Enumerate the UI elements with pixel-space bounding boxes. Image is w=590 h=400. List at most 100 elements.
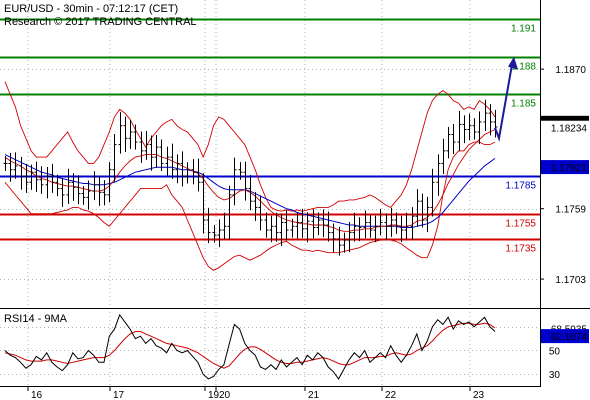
price-bar [201, 173, 206, 234]
levels-layer: 1.191 1.188 1.185 1.1785 1.1755 1.1735 [0, 18, 540, 255]
price-bar [467, 113, 472, 141]
price-bar [373, 215, 378, 243]
price-bar [45, 166, 50, 199]
value-box-bg [541, 160, 589, 175]
price-bars [3, 99, 498, 256]
x-tick-label: 20 [219, 390, 231, 400]
price-bar [159, 139, 164, 171]
x-tick-label: 22 [385, 390, 397, 400]
price-bar [128, 119, 133, 149]
price-bar [357, 217, 362, 242]
price-bar [253, 192, 258, 222]
price-plot-area [0, 0, 540, 308]
value-box-1.17921: 1.17921 [541, 160, 589, 175]
price-bar [123, 116, 128, 152]
price-bar [86, 180, 91, 210]
rsi-value-box-bg [541, 329, 589, 344]
price-bar [180, 151, 185, 187]
price-bar [399, 215, 404, 243]
price-bar [363, 210, 368, 239]
price-bar [300, 208, 305, 238]
price-bar [305, 212, 310, 243]
price-bar [118, 112, 123, 154]
price-bar [488, 104, 493, 136]
projection-layer [494, 56, 518, 143]
value-box-label: 1.17921 [551, 163, 588, 174]
price-bar [39, 166, 44, 194]
price-bar [185, 162, 190, 184]
price-bar [295, 211, 300, 239]
price-bar [284, 210, 289, 241]
price-bar [326, 211, 331, 242]
level-label-1.188: 1.188 [511, 62, 536, 73]
x-axis: 16 17 19 20 21 22 23 [27, 386, 485, 400]
price-bar [217, 219, 222, 248]
price-bar [107, 162, 112, 203]
rsi-value-box-62.1074: 62.1074 [541, 329, 589, 344]
price-bar [154, 135, 159, 168]
rsi-line [4, 313, 496, 380]
price-bar [243, 161, 248, 201]
price-bar [24, 163, 29, 193]
chart-title: EUR/USD - 30min - 07:12:17 (CET) [4, 3, 178, 15]
price-bar [404, 212, 409, 240]
price-bar [92, 171, 97, 201]
bollinger-lower-line [4, 141, 496, 271]
x-tick-label: 16 [31, 390, 43, 400]
price-bar [311, 209, 316, 239]
price-bar [493, 109, 498, 138]
rsi-y-tick-label: 50 [549, 346, 561, 357]
price-bar [248, 174, 253, 211]
price-bar [269, 215, 274, 243]
price-bar [227, 185, 232, 240]
price-bar [206, 207, 211, 244]
price-bar [457, 110, 462, 152]
price-bar [8, 152, 13, 182]
price-bar [425, 196, 430, 233]
price-bar [274, 212, 279, 242]
price-bar [451, 123, 456, 155]
price-bar [165, 146, 170, 176]
price-bar [144, 130, 149, 160]
price-bar [384, 213, 389, 240]
level-label-1.1755: 1.1755 [505, 219, 536, 230]
price-bar [258, 195, 263, 231]
rsi-ma-line [4, 322, 496, 369]
price-bar [238, 162, 243, 180]
level-label-1.185: 1.185 [511, 99, 536, 110]
price-bar [81, 186, 86, 205]
price-bar [264, 212, 269, 238]
rsi-lines [4, 313, 496, 380]
price-bar [321, 209, 326, 238]
price-bar [347, 222, 352, 253]
y-tick-label: 1.1759 [555, 205, 586, 216]
price-bar [71, 173, 76, 201]
price-bar [394, 212, 399, 234]
price-bar [19, 156, 24, 190]
rsi-grid [0, 327, 540, 375]
price-bar [170, 143, 175, 179]
price-bar [66, 168, 71, 204]
price-bar [331, 223, 336, 253]
price-bar [29, 164, 34, 190]
price-bar [389, 207, 394, 237]
x-tick-label: 19 [208, 390, 220, 400]
rsi-panel: 705030 68.593562.1074 RSI14 - 9MA [0, 313, 589, 381]
rsi-value-boxes: 68.593562.1074 [541, 321, 589, 344]
price-bar [212, 225, 217, 243]
price-bar [76, 175, 81, 205]
rsi-value-box-label: 62.1074 [551, 332, 588, 343]
x-tick-label: 17 [113, 390, 125, 400]
price-panel: 1.191 1.188 1.185 1.1785 1.1755 1.1735 1.1870… [0, 0, 589, 386]
price-bar [112, 134, 117, 182]
rsi-title: RSI14 - 9MA [4, 313, 68, 325]
x-tick-label: 21 [308, 390, 320, 400]
price-bar [279, 213, 284, 247]
price-bar [290, 218, 295, 238]
price-bar [378, 208, 383, 236]
price-bar [50, 163, 55, 193]
price-bar [34, 161, 39, 192]
price-y-axis: 1.1870 1.1759 1.1703 [540, 65, 586, 286]
price-bar [222, 212, 227, 240]
price-bar [139, 131, 144, 163]
